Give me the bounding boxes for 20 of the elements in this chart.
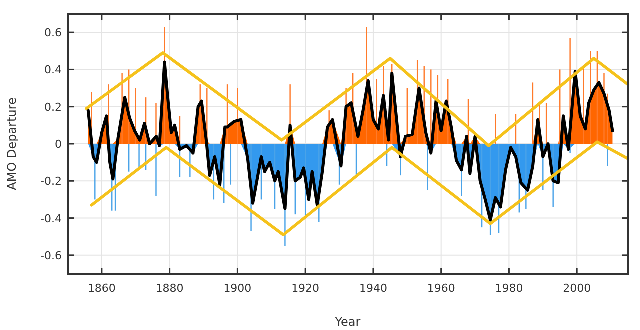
y-tick-label: 0.4 [44, 64, 62, 77]
x-tick-label: 1860 [88, 282, 116, 295]
y-tick-label: -0.6 [40, 249, 62, 262]
x-tick-label: 1980 [495, 282, 524, 295]
x-tick-label: 1880 [156, 282, 184, 295]
y-tick-label: 0.6 [44, 26, 62, 40]
y-tick-label: 0.2 [44, 100, 62, 114]
x-tick-label: 1900 [224, 282, 252, 295]
y-tick-label: 0 [55, 138, 62, 151]
y-axis-title: AMO Departure [5, 98, 19, 190]
y-tick-label: -0.4 [40, 212, 62, 226]
x-tick-label: 1940 [359, 282, 388, 295]
x-axis-title: Year [334, 315, 361, 329]
x-tick-label: 2000 [563, 282, 592, 295]
x-tick-label: 1920 [292, 282, 320, 295]
line-series [90, 140, 630, 236]
y-tick-label: -0.2 [40, 175, 62, 188]
line-series [86, 60, 614, 222]
line-series [85, 52, 630, 148]
x-tick-label: 1960 [427, 282, 456, 295]
